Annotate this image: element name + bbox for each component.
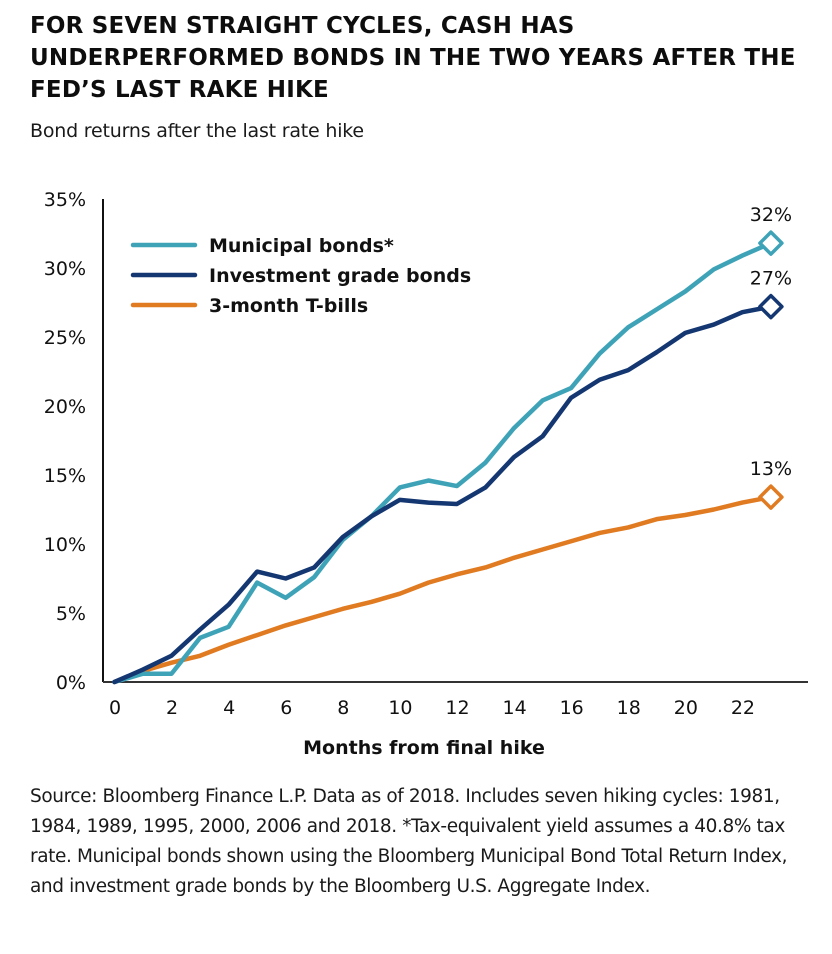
series-line-municipal-bonds xyxy=(112,240,774,685)
series-line-investment-grade-bonds xyxy=(112,304,774,685)
x-tick-label: 14 xyxy=(503,697,527,719)
x-tick-label: 22 xyxy=(731,697,755,719)
chart-subtitle: Bond returns after the last rate hike xyxy=(30,120,364,142)
end-value-label-3-month-t-bills: 13% xyxy=(750,458,792,480)
y-tick-label: 5% xyxy=(56,603,86,625)
x-tick-label: 18 xyxy=(617,697,641,719)
x-tick-label: 10 xyxy=(388,697,412,719)
legend: Municipal bonds* Investment grade bonds 3-… xyxy=(130,235,471,317)
y-tick-label: 20% xyxy=(44,396,86,418)
source-footnote: Source: Bloomberg Finance L.P. Data as o… xyxy=(30,786,788,897)
end-marker-municipal-bonds xyxy=(758,230,784,256)
end-marker-3-month-t-bills xyxy=(758,484,784,510)
series-lines xyxy=(112,240,774,685)
end-value-label-municipal-bonds: 32% xyxy=(750,204,792,226)
x-tick-label: 0 xyxy=(109,697,121,719)
y-axis-tick-labels: 0% 5% 10% 15% 20% 25% 30% 35% xyxy=(44,189,86,694)
x-tick-label: 6 xyxy=(280,697,292,719)
x-tick-label: 8 xyxy=(337,697,349,719)
end-value-label-investment-grade-bonds: 27% xyxy=(750,268,792,290)
x-tick-label: 12 xyxy=(445,697,469,719)
x-tick-label: 4 xyxy=(223,697,235,719)
y-tick-label: 25% xyxy=(44,327,86,349)
legend-label-3-month-t-bills: 3-month T-bills xyxy=(209,295,368,317)
end-marker-investment-grade-bonds xyxy=(758,293,784,320)
y-tick-label: 35% xyxy=(44,189,86,211)
x-axis-label: Months from final hike xyxy=(303,737,545,759)
legend-label-municipal-bonds: Municipal bonds* xyxy=(209,235,394,257)
y-tick-label: 30% xyxy=(44,258,86,280)
x-axis-tick-labels: 0 2 4 6 8 10 12 14 16 18 20 22 xyxy=(109,697,755,719)
series-line-3-month-t-bills xyxy=(112,494,774,685)
legend-label-investment-grade-bonds: Investment grade bonds xyxy=(209,265,471,287)
x-tick-label: 20 xyxy=(674,697,698,719)
end-markers: 13% 32% 27% xyxy=(750,204,792,510)
y-tick-label: 0% xyxy=(56,672,86,694)
x-tick-label: 16 xyxy=(560,697,584,719)
x-tick-label: 2 xyxy=(166,697,178,719)
y-tick-label: 10% xyxy=(44,534,86,556)
y-tick-label: 15% xyxy=(44,465,86,487)
chart-title: FOR SEVEN STRAIGHT CYCLES, CASH HAS UNDE… xyxy=(30,13,796,103)
